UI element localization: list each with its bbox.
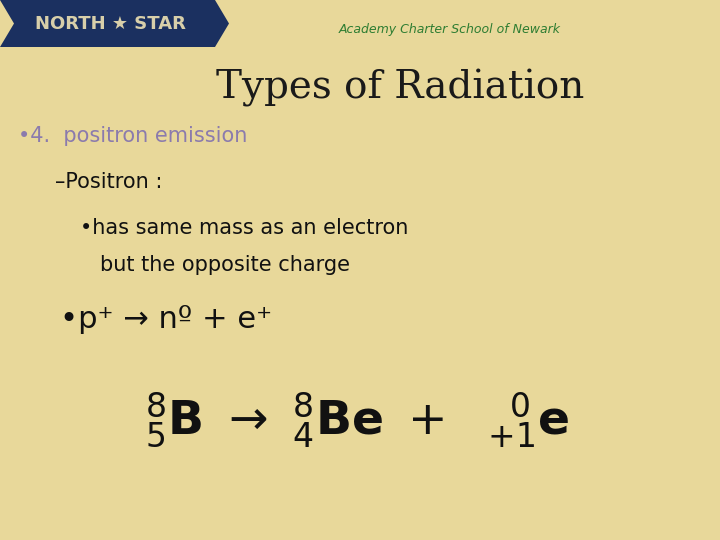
Text: –Positron :: –Positron :: [55, 172, 163, 192]
Text: NORTH ★ STAR: NORTH ★ STAR: [35, 15, 186, 33]
Text: Academy Charter School of Newark: Academy Charter School of Newark: [339, 24, 561, 37]
Text: •4.  positron emission: •4. positron emission: [18, 126, 248, 146]
Text: $\mathregular{^8_5}$$\mathbf{B}$$\ \rightarrow\ $$\mathregular{^8_4}$$\mathbf{Be: $\mathregular{^8_5}$$\mathbf{B}$$\ \righ…: [145, 390, 570, 450]
Text: •has same mass as an electron: •has same mass as an electron: [80, 218, 408, 238]
Text: •p⁺ → nº + e⁺: •p⁺ → nº + e⁺: [60, 306, 272, 334]
Polygon shape: [0, 0, 14, 47]
Text: but the opposite charge: but the opposite charge: [100, 255, 350, 275]
Polygon shape: [0, 0, 229, 47]
Text: Types of Radiation: Types of Radiation: [216, 69, 584, 107]
